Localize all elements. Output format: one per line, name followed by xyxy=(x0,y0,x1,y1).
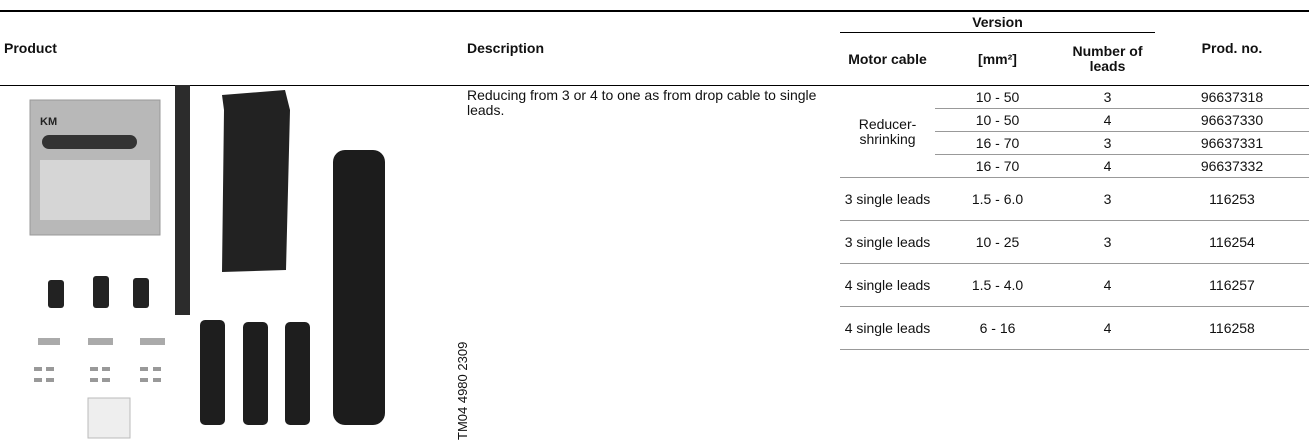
motor-cable: 4 single leads xyxy=(840,306,935,350)
motor-cable: 3 single leads xyxy=(840,220,935,264)
table-row: 4 single leads 6 - 16 4 116258 xyxy=(0,306,1309,350)
product-table: Product Description Version Prod. no. Mo… xyxy=(0,10,1309,350)
number-of-leads: 4 xyxy=(1060,263,1155,307)
number-of-leads: 4 xyxy=(1060,154,1155,178)
cross-section: 6 - 16 xyxy=(935,306,1060,350)
header-version: Version xyxy=(840,11,1155,33)
header-motor-cable: Motor cable xyxy=(840,32,935,86)
table-row: 16 - 70 4 96637332 xyxy=(0,154,1309,178)
prod-no: 116254 xyxy=(1155,220,1309,264)
header-description: Description xyxy=(463,11,840,86)
table-row: 10 - 50 4 96637330 xyxy=(0,108,1309,132)
prod-no: 116257 xyxy=(1155,263,1309,307)
table-row: 3 single leads 10 - 25 3 116254 xyxy=(0,220,1309,264)
table-row: 3 single leads 1.5 - 6.0 3 116253 xyxy=(0,177,1309,221)
number-of-leads: 4 xyxy=(1060,306,1155,350)
motor-cable: 3 single leads xyxy=(840,177,935,221)
number-of-leads: 4 xyxy=(1060,108,1155,132)
prod-no: 96637330 xyxy=(1155,108,1309,132)
prod-no: 96637332 xyxy=(1155,154,1309,178)
svg-text:KM: KM xyxy=(40,116,57,128)
description: Reducing from 3 or 4 to one as from drop… xyxy=(467,87,817,118)
image-id: TM04 4980 2309 xyxy=(455,341,470,440)
cross-section: 10 - 50 xyxy=(935,108,1060,132)
cross-section: 1.5 - 4.0 xyxy=(935,263,1060,307)
table-body: Reducing from 3 or 4 to one as from drop… xyxy=(0,85,1309,350)
prod-no: 96637331 xyxy=(1155,131,1309,155)
number-of-leads: 3 xyxy=(1060,131,1155,155)
header-number-of-leads: Number of leads xyxy=(1060,32,1155,86)
product-image: KM xyxy=(29,85,385,439)
number-of-leads: 3 xyxy=(1060,177,1155,221)
prod-no: 96637318 xyxy=(1155,85,1309,109)
prod-no: 116253 xyxy=(1155,177,1309,221)
number-of-leads: 3 xyxy=(1060,85,1155,109)
header-prod-no: Prod. no. xyxy=(1155,11,1309,86)
motor-cable: 4 single leads xyxy=(840,263,935,307)
number-of-leads: 3 xyxy=(1060,220,1155,264)
table-row: Reducing from 3 or 4 to one as from drop… xyxy=(0,85,1309,178)
header-cross-section: [mm²] xyxy=(935,32,1060,86)
motor-cable: Reducer-shrinking xyxy=(840,85,935,178)
table-row: 4 single leads 1.5 - 4.0 4 116257 xyxy=(0,263,1309,307)
cross-section: 16 - 70 xyxy=(935,154,1060,178)
prod-no: 116258 xyxy=(1155,306,1309,350)
table-row: 16 - 70 3 96637331 xyxy=(0,131,1309,155)
header-product: Product xyxy=(0,11,463,86)
cross-section: 1.5 - 6.0 xyxy=(935,177,1060,221)
cross-section: 10 - 25 xyxy=(935,220,1060,264)
cross-section: 16 - 70 xyxy=(935,131,1060,155)
cross-section: 10 - 50 xyxy=(935,85,1060,109)
